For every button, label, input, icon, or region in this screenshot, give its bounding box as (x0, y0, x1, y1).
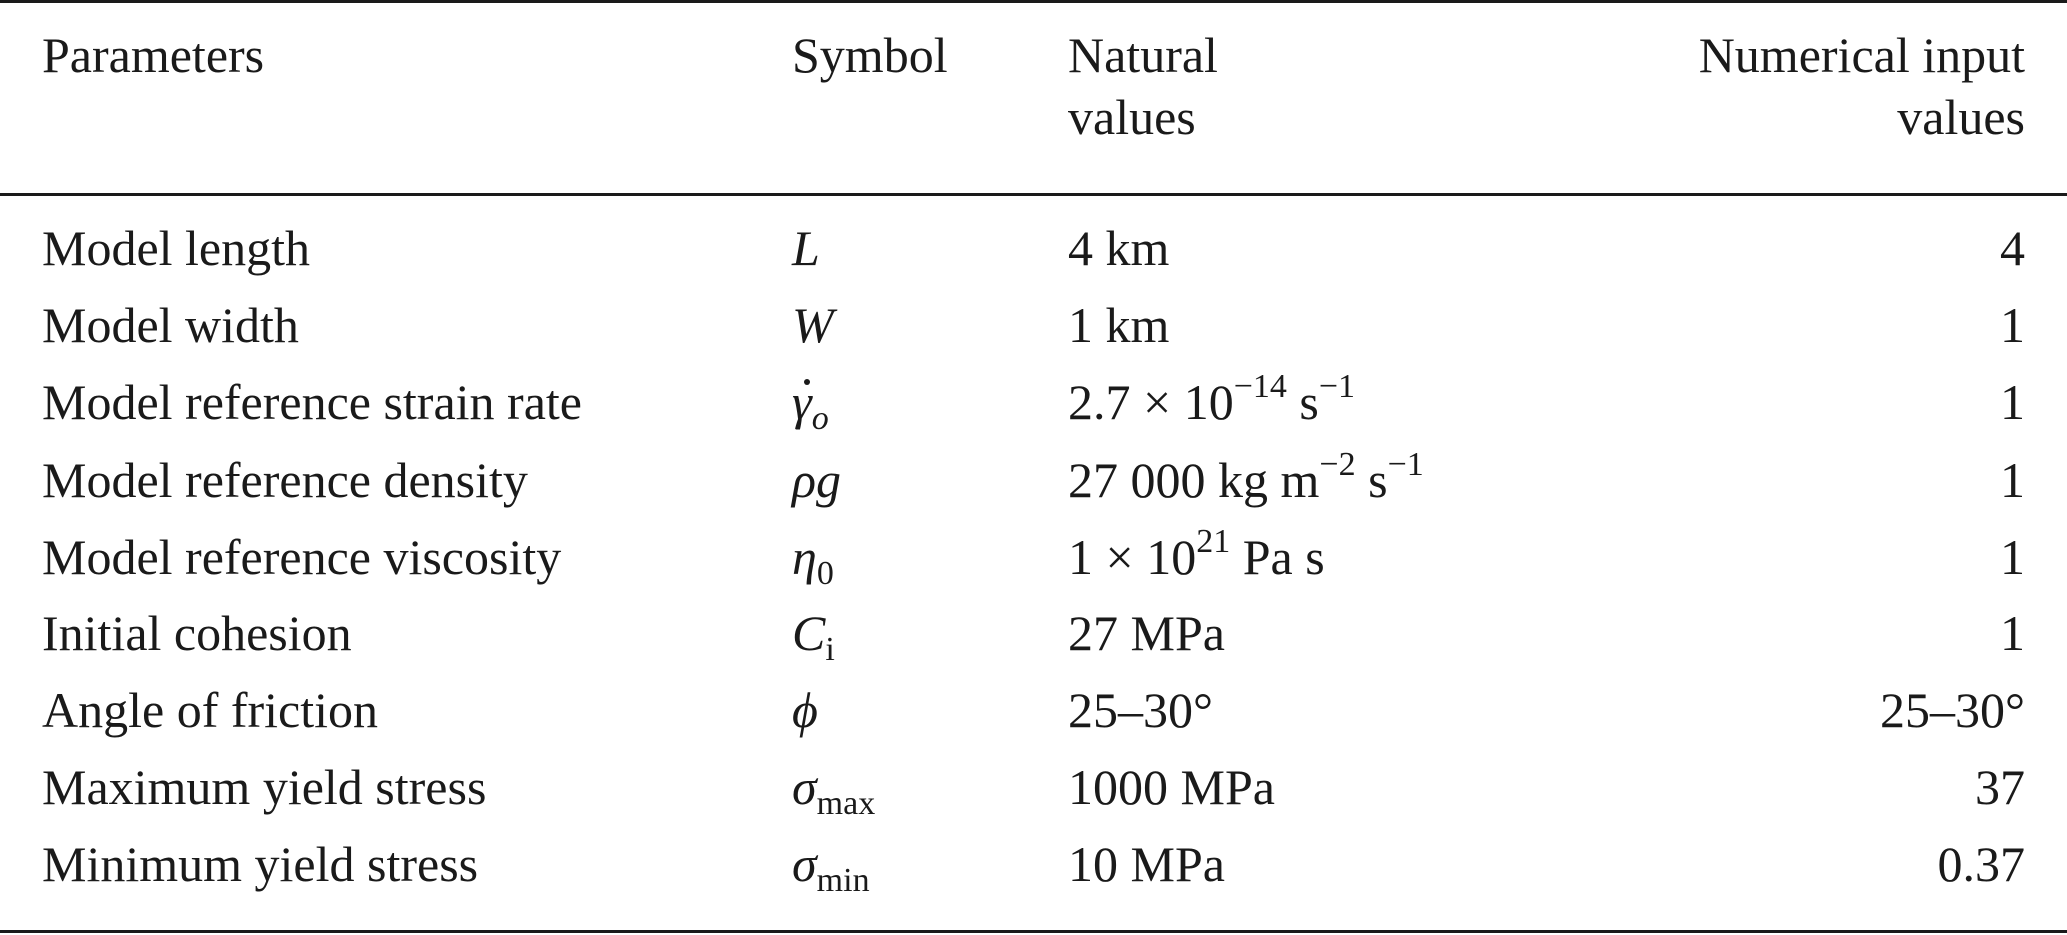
parameter-cell: Initial cohesion (42, 605, 352, 661)
symbol-subscript: 0 (816, 555, 834, 592)
natural-value-mid: s (1355, 452, 1388, 508)
natural-value-cell: 25–30° (1068, 685, 1213, 735)
natural-value-sup1: −14 (1233, 368, 1287, 405)
numerical-input-cell: 4 (2000, 220, 2025, 276)
numerical-input-cell: 25–30° (1880, 682, 2025, 738)
symbol-base: ϕ (792, 682, 818, 738)
header-parameters: Parameters (42, 27, 265, 83)
parameter-cell: Model length (42, 220, 311, 276)
natural-value-cell: 1 × 1021 Pa s (1068, 525, 1325, 585)
natural-value-base: 1 km (1068, 297, 1170, 353)
natural-value-mid: Pa s (1230, 529, 1325, 585)
table-top-rule (0, 0, 2067, 3)
symbol-cell: σmin (792, 836, 870, 898)
header-natural-line1: Natural (1068, 27, 1218, 83)
natural-value-sup1: 21 (1196, 523, 1231, 560)
numerical-input-cell: 1 (2000, 605, 2025, 661)
symbol-base: ρg (792, 452, 841, 508)
parameter-cell: Angle of friction (42, 682, 379, 738)
symbol-base: W (792, 297, 834, 353)
symbol-subscript: o (811, 400, 829, 437)
symbol-subscript: i (825, 631, 835, 668)
natural-value-base: 1000 MPa (1068, 759, 1275, 815)
natural-value-base: 27 000 kg m (1068, 452, 1320, 508)
header-numerical-line2: values (1897, 89, 2025, 145)
natural-value-cell: 2.7 × 10−14 s−1 (1068, 370, 1355, 430)
natural-value-base: 4 km (1068, 220, 1170, 276)
header-natural-values: Natural values (1068, 24, 1218, 148)
symbol-base: σ (792, 836, 817, 892)
symbol-cell: σmax (792, 759, 875, 821)
numerical-input-cell: 1 (2000, 529, 2025, 585)
natural-value-cell: 27 MPa (1068, 608, 1225, 658)
header-numerical-input-values: Numerical input values (1699, 24, 2025, 148)
symbol-cell: η0 (792, 529, 834, 591)
header-numerical-line1: Numerical input (1698, 27, 2025, 83)
numerical-input-cell: 37 (1975, 759, 2025, 815)
natural-value-base: 1 × 10 (1068, 529, 1197, 585)
numerical-input-cell: 1 (2000, 297, 2025, 353)
natural-value-base: 25–30° (1068, 682, 1213, 738)
parameter-cell: Model width (42, 297, 299, 353)
symbol-subscript: max (816, 785, 876, 822)
symbol-base: C (792, 605, 826, 661)
table-bottom-rule (0, 930, 2067, 933)
header-symbol: Symbol (792, 27, 948, 83)
natural-value-mid: s (1286, 374, 1319, 430)
natural-value-sup1: −2 (1319, 446, 1356, 483)
natural-value-base: 10 MPa (1068, 836, 1225, 892)
natural-value-sup2: −1 (1318, 368, 1356, 405)
parameter-cell: Model reference viscosity (42, 529, 562, 585)
parameter-cell: Maximum yield stress (42, 759, 487, 815)
natural-value-cell: 27 000 kg m−2 s−1 (1068, 448, 1424, 508)
symbol-cell: L (792, 223, 820, 273)
natural-value-base: 27 MPa (1068, 605, 1225, 661)
symbol-cell: γo (792, 374, 829, 436)
symbol-cell: ρg (792, 455, 841, 505)
symbol-cell: ϕ (792, 685, 818, 735)
numerical-input-cell: 1 (2000, 374, 2025, 430)
header-natural-line2: values (1068, 89, 1196, 145)
numerical-input-cell: 1 (2000, 452, 2025, 508)
symbol-base: σ (792, 759, 817, 815)
parameter-cell: Minimum yield stress (42, 836, 479, 892)
symbol-cell: Ci (792, 605, 835, 667)
natural-value-cell: 1000 MPa (1068, 762, 1275, 812)
symbol-cell: W (792, 300, 834, 350)
parameter-cell: Model reference density (42, 452, 528, 508)
symbol-base: γ (792, 374, 812, 430)
natural-value-cell: 4 km (1068, 223, 1169, 273)
parameter-cell: Model reference strain rate (42, 374, 582, 430)
natural-value-cell: 1 km (1068, 300, 1169, 350)
symbol-subscript: min (816, 862, 870, 899)
symbol-base: η (792, 529, 817, 585)
table-header-rule (0, 193, 2067, 196)
numerical-input-cell: 0.37 (1937, 836, 2026, 892)
natural-value-base: 2.7 × 10 (1068, 374, 1234, 430)
natural-value-sup2: −1 (1387, 446, 1424, 483)
symbol-base: L (792, 220, 820, 276)
natural-value-cell: 10 MPa (1068, 839, 1225, 889)
